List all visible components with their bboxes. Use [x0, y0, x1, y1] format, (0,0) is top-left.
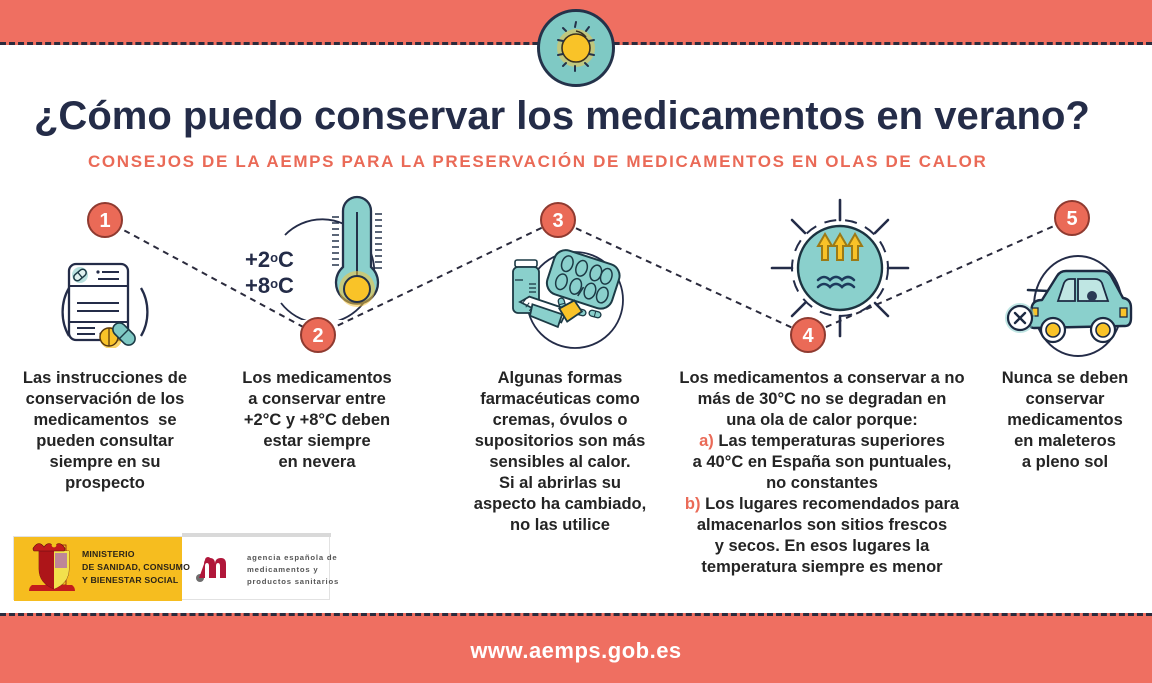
svg-text:+8oC: +8oC	[245, 273, 294, 298]
svg-text:+2oC: +2oC	[245, 247, 294, 272]
